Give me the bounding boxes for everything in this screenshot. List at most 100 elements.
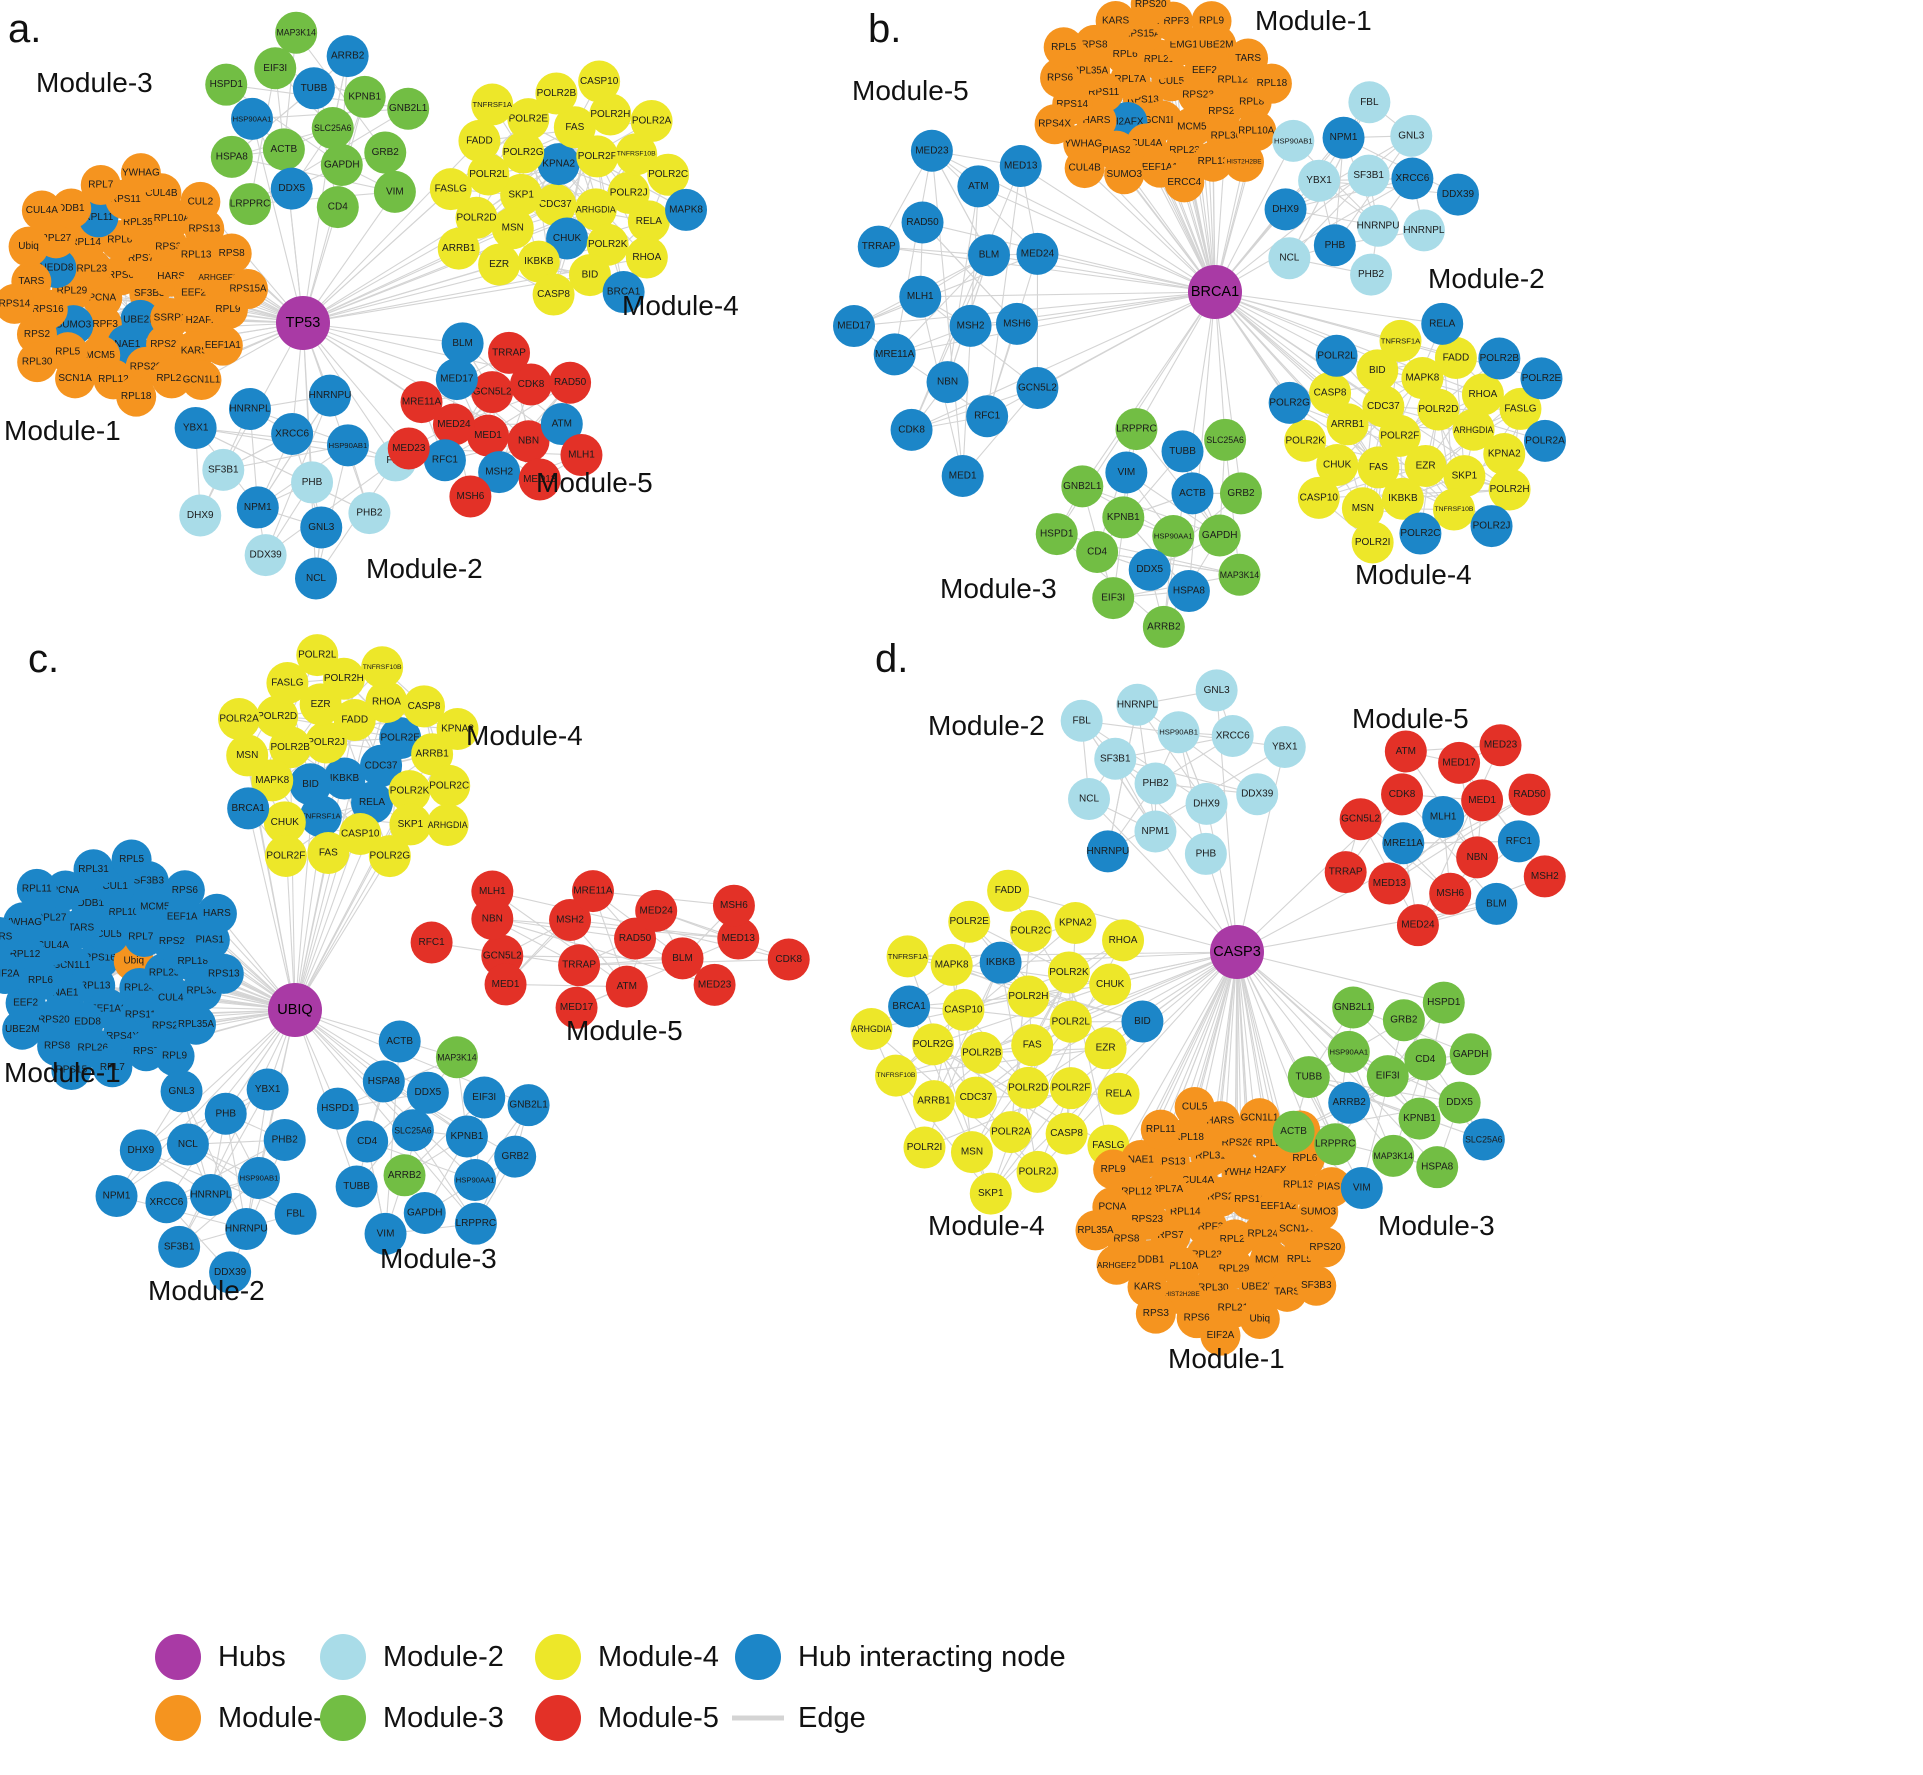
gene-node-MLH1[interactable] <box>471 870 514 913</box>
gene-node-RPL9[interactable] <box>154 1036 195 1077</box>
gene-node-VIM[interactable] <box>1340 1166 1383 1209</box>
gene-node-HNRNPL[interactable] <box>228 387 271 430</box>
gene-node-CDK8[interactable] <box>767 938 810 981</box>
gene-node-IKBKB[interactable] <box>1381 477 1424 520</box>
gene-node-HSPA8[interactable] <box>1416 1146 1459 1189</box>
gene-node-CD4[interactable] <box>346 1120 389 1163</box>
gene-node-YBX1[interactable] <box>246 1068 289 1111</box>
gene-node-GNB2L1[interactable] <box>387 87 430 130</box>
gene-node-FAS[interactable] <box>553 106 596 149</box>
gene-node-ARHGDIA[interactable] <box>1452 408 1495 451</box>
gene-node-ARHGDIA[interactable] <box>426 804 469 847</box>
gene-node-RPS15[interactable] <box>51 1050 92 1091</box>
gene-node-SLC25A6[interactable] <box>391 1109 434 1152</box>
gene-node-CASP8[interactable] <box>532 273 575 316</box>
gene-node-MAPK8[interactable] <box>665 188 708 231</box>
gene-node-RELA[interactable] <box>1421 302 1464 345</box>
gene-node-ARHGEF2[interactable] <box>1096 1244 1137 1285</box>
gene-node-RPL35A[interactable] <box>175 1004 216 1045</box>
gene-node-HNRNPU[interactable] <box>1357 204 1400 247</box>
gene-node-HSPA8[interactable] <box>362 1060 405 1103</box>
hub-node-UBIQ[interactable] <box>268 983 322 1037</box>
gene-node-DDX5[interactable] <box>1438 1081 1481 1124</box>
gene-node-EIF3I[interactable] <box>1092 577 1135 620</box>
gene-node-RFC1[interactable] <box>966 395 1009 438</box>
gene-node-EZR[interactable] <box>478 243 521 286</box>
gene-node-POLR2A[interactable] <box>1524 419 1567 462</box>
gene-node-ARRB2[interactable] <box>1328 1081 1371 1124</box>
gene-node-KARS[interactable] <box>1095 0 1136 41</box>
gene-node-PHB[interactable] <box>291 461 334 504</box>
gene-node-CASP10[interactable] <box>1297 476 1340 519</box>
gene-node-POLR2E[interactable] <box>948 900 991 943</box>
gene-node-RAD50[interactable] <box>901 201 944 244</box>
gene-node-RPL5[interactable] <box>111 839 152 880</box>
gene-node-ARHGDIA[interactable] <box>850 1008 893 1051</box>
gene-node-POLR2C[interactable] <box>428 764 471 807</box>
gene-node-POLR2K[interactable] <box>586 223 629 266</box>
gene-node-FBL[interactable] <box>1060 699 1103 742</box>
gene-node-TNFRSF1A[interactable] <box>299 795 342 838</box>
gene-node-POLR2A[interactable] <box>989 1111 1032 1154</box>
gene-node-SKP1[interactable] <box>389 803 432 846</box>
gene-node-PHB[interactable] <box>1184 832 1227 875</box>
gene-node-HSP90AB1[interactable] <box>1272 119 1315 162</box>
gene-node-SF3B3[interactable] <box>1296 1265 1337 1306</box>
gene-node-CDC37[interactable] <box>954 1076 997 1119</box>
gene-node-CDK8[interactable] <box>890 408 933 451</box>
gene-node-SF3B1[interactable] <box>1094 737 1137 780</box>
gene-node-TNFRSF10B[interactable] <box>615 133 658 176</box>
gene-node-KPNA2[interactable] <box>1054 902 1097 945</box>
gene-node-KPNB1[interactable] <box>343 75 386 118</box>
gene-node-HNRNPL[interactable] <box>1116 683 1159 726</box>
gene-node-MED13[interactable] <box>999 145 1042 188</box>
gene-node-RPL9[interactable] <box>1093 1149 1134 1190</box>
gene-node-POLR2I[interactable] <box>1351 521 1394 564</box>
gene-node-TNFRSF10B[interactable] <box>875 1054 918 1097</box>
gene-node-RFC1[interactable] <box>410 921 453 964</box>
gene-node-SCN1A[interactable] <box>55 358 96 399</box>
gene-node-BID[interactable] <box>289 763 332 806</box>
gene-node-HSP90AA1[interactable] <box>454 1159 497 1202</box>
gene-node-DDX5[interactable] <box>270 167 313 210</box>
gene-node-RPL5[interactable] <box>1043 27 1084 68</box>
gene-node-RPS3[interactable] <box>1135 1293 1176 1334</box>
gene-node-EIF2A[interactable] <box>1200 1315 1241 1356</box>
gene-node-POLR2E[interactable] <box>379 717 422 760</box>
gene-node-MED24[interactable] <box>1396 904 1439 947</box>
gene-node-POLR2J[interactable] <box>1016 1150 1059 1193</box>
gene-node-MED17[interactable] <box>1438 741 1481 784</box>
gene-node-POLR2H[interactable] <box>1007 975 1050 1018</box>
gene-node-GRB2[interactable] <box>1382 999 1425 1042</box>
gene-node-RELA[interactable] <box>1097 1072 1140 1115</box>
gene-node-EZR[interactable] <box>1404 444 1447 487</box>
gene-node-RPL31[interactable] <box>73 849 114 890</box>
gene-node-TRRAP[interactable] <box>857 225 900 268</box>
gene-node-DDB1[interactable] <box>51 188 92 229</box>
gene-node-POLR2B[interactable] <box>960 1031 1003 1074</box>
gene-node-MED17[interactable] <box>555 986 598 1029</box>
gene-node-GRB2[interactable] <box>494 1135 537 1178</box>
gene-node-RPS6[interactable] <box>164 870 205 911</box>
gene-node-BID[interactable] <box>568 254 611 297</box>
gene-node-CASP8[interactable] <box>1045 1112 1088 1155</box>
gene-node-MAP3K14[interactable] <box>1372 1134 1415 1177</box>
gene-node-HSP90AA1[interactable] <box>231 97 274 140</box>
gene-node-ARRB1[interactable] <box>437 227 480 270</box>
gene-node-DHX9[interactable] <box>119 1129 162 1172</box>
gene-node-MED24[interactable] <box>432 403 475 446</box>
gene-node-POLR2K[interactable] <box>1047 951 1090 994</box>
gene-node-VIM[interactable] <box>364 1212 407 1255</box>
gene-node-RPL13[interactable] <box>1192 141 1233 182</box>
gene-node-GAPDH[interactable] <box>320 144 363 187</box>
gene-node-MSH2[interactable] <box>1523 855 1566 898</box>
gene-node-HSPD1[interactable] <box>1035 513 1078 556</box>
gene-node-RHOA[interactable] <box>365 681 408 724</box>
gene-node-SF3B1[interactable] <box>158 1225 201 1268</box>
gene-node-MED23[interactable] <box>693 963 736 1006</box>
gene-node-POLR2C[interactable] <box>1009 909 1052 952</box>
gene-node-DDX5[interactable] <box>1128 548 1171 591</box>
gene-node-NCL[interactable] <box>1268 237 1311 280</box>
gene-node-RPS14[interactable] <box>0 283 35 324</box>
gene-node-SLC25A6[interactable] <box>311 107 354 149</box>
